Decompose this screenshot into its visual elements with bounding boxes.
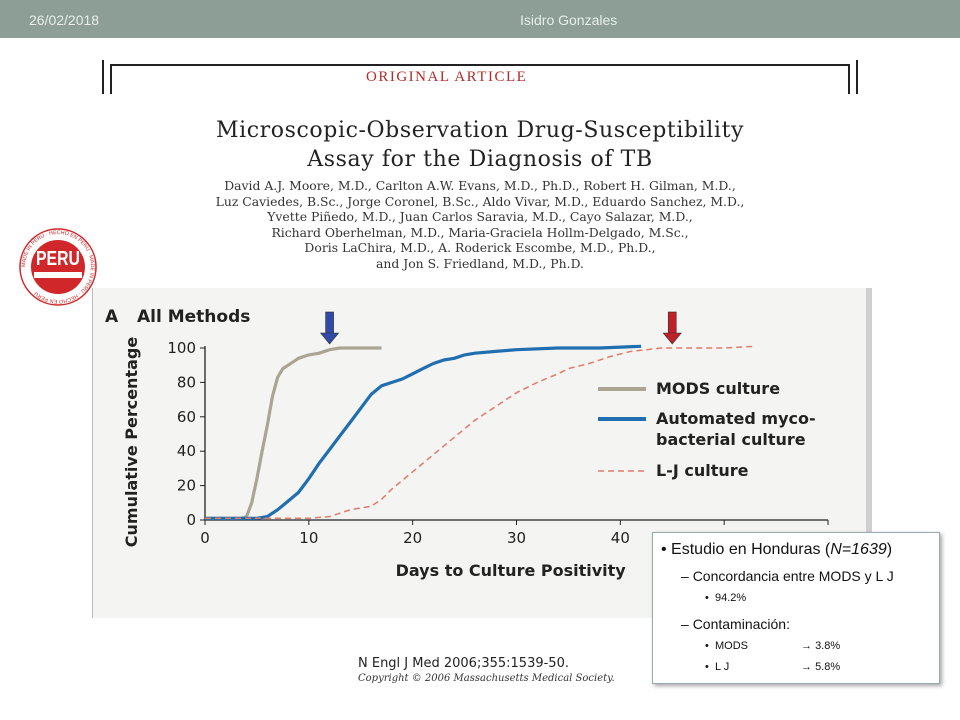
y-tick-label: 40 bbox=[177, 442, 196, 460]
notes-box: • Estudio en Honduras (N=1639) – Concord… bbox=[652, 532, 940, 684]
author-line: Yvette Piñedo, M.D., Juan Carlos Saravia… bbox=[267, 209, 693, 225]
slide-author: Isidro Gonzales bbox=[520, 12, 618, 28]
bullet-icon: • bbox=[705, 640, 715, 652]
article-title-line: Microscopic-Observation Drug-Susceptibil… bbox=[215, 118, 745, 143]
article-type-label: ORIGINAL ARTICLE bbox=[366, 69, 528, 85]
copyright: Copyright © 2006 Massachusetts Medical S… bbox=[358, 673, 615, 684]
article-banner: ORIGINAL ARTICLE bbox=[102, 60, 858, 94]
author-line: and Jon S. Friedland, M.D., Ph.D. bbox=[375, 255, 584, 271]
peru-logo: MADE IN PERU · HECHO EN PERU · MADE IN P… bbox=[19, 228, 97, 306]
x-tick-label: 10 bbox=[299, 529, 318, 547]
y-axis-label: Cumulative Percentage bbox=[122, 337, 141, 548]
x-tick-label: 40 bbox=[611, 529, 630, 547]
arrow-shaft bbox=[325, 311, 334, 335]
study-suffix: ) bbox=[886, 541, 893, 558]
contamination-item-label: MODS bbox=[714, 640, 748, 652]
y-tick-label: 60 bbox=[177, 408, 196, 426]
article-banner-frame bbox=[110, 64, 850, 94]
right-arrow-icon: → bbox=[801, 661, 816, 673]
panel-letter: A bbox=[105, 307, 119, 327]
down-arrow-icon bbox=[319, 332, 340, 345]
chart-annotations bbox=[319, 311, 682, 345]
bullet-icon: • bbox=[705, 592, 715, 604]
article-title-line: Assay for the Diagnosis of TB bbox=[307, 147, 653, 172]
x-axis-label: Days to Culture Positivity bbox=[396, 561, 627, 580]
concordance-label: Concordancia entre MODS y L J bbox=[692, 568, 894, 584]
y-tick-label: 20 bbox=[177, 477, 196, 495]
legend-label: L-J culture bbox=[656, 461, 749, 480]
legend-label-line: MODS culture bbox=[656, 379, 780, 398]
logo-letters: PERU bbox=[36, 248, 80, 270]
legend-label: MODS culture bbox=[656, 379, 780, 398]
legend-label: Automated myco-bacterial culture bbox=[656, 409, 816, 449]
notes-line-concordance-value: • 94.2% bbox=[705, 592, 746, 604]
author-line: Luz Caviedes, B.Sc., Jorge Coronel, B.Sc… bbox=[215, 193, 745, 209]
dash-icon: – bbox=[681, 616, 693, 632]
study-prefix: Estudio en Honduras ( bbox=[671, 541, 831, 558]
x-tick-label: 20 bbox=[403, 529, 422, 547]
author-line: Doris LaChira, M.D., A. Roderick Escombe… bbox=[304, 240, 656, 256]
notes-line-contamination: – Contaminación: bbox=[681, 616, 790, 632]
legend-label-line: L-J culture bbox=[656, 461, 749, 480]
article-title: Microscopic-Observation Drug-Susceptibil… bbox=[100, 116, 860, 174]
bullet-icon: • bbox=[661, 541, 672, 558]
slide-date: 26/02/2018 bbox=[29, 12, 100, 28]
series-line-1 bbox=[205, 344, 642, 520]
dash-icon: – bbox=[681, 568, 693, 584]
contamination-label: Contaminación: bbox=[692, 616, 790, 632]
chart-legend: MODS culture Automated myco-bacterial cul… bbox=[598, 379, 816, 480]
bullet-icon: • bbox=[705, 661, 715, 673]
chart-title: All Methods bbox=[137, 307, 250, 327]
notes-line-concordance: – Concordancia entre MODS y L J bbox=[681, 568, 894, 584]
legend-label-line: bacterial culture bbox=[656, 430, 806, 449]
arrow-shaft bbox=[667, 311, 677, 335]
contamination-item-value: 3.8% bbox=[815, 640, 841, 652]
contamination-item-label: L J bbox=[714, 661, 730, 673]
author-line: David A.J. Moore, M.D., Carlton A.W. Eva… bbox=[224, 178, 736, 193]
author-list: David A.J. Moore, M.D., Carlton A.W. Eva… bbox=[100, 178, 860, 272]
right-arrow-icon: → bbox=[801, 640, 816, 652]
x-tick-label: 30 bbox=[507, 529, 526, 547]
y-tick-label: 0 bbox=[186, 511, 196, 529]
slide-header: 26/02/2018 Isidro Gonzales bbox=[0, 0, 960, 38]
citation: N Engl J Med 2006;355:1539-50. bbox=[358, 656, 569, 671]
notes-line-study: • Estudio en Honduras (N=1639) bbox=[661, 541, 892, 559]
legend-label-line: Automated myco- bbox=[656, 409, 816, 428]
series-line-2 bbox=[205, 345, 756, 520]
concordance-value: 94.2% bbox=[714, 592, 747, 604]
y-tick-label: 80 bbox=[177, 373, 196, 391]
chart-series bbox=[205, 344, 756, 520]
series-line-0 bbox=[205, 346, 382, 520]
contamination-item-value: 5.8% bbox=[815, 661, 841, 673]
x-tick-label: 0 bbox=[200, 529, 210, 547]
y-tick-label: 100 bbox=[167, 339, 196, 357]
study-n: N=1639 bbox=[830, 541, 887, 558]
down-arrow-icon bbox=[662, 332, 682, 345]
author-line: Richard Oberhelman, M.D., Maria-Graciela… bbox=[271, 224, 689, 240]
